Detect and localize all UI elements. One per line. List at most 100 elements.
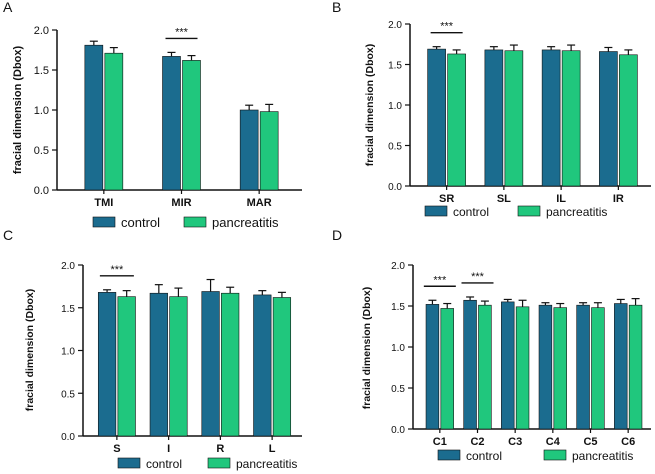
legend-label-control: control bbox=[453, 205, 489, 219]
x-tick-label: SR bbox=[439, 193, 454, 205]
y-tick-label: 0.5 bbox=[391, 384, 405, 395]
y-tick-label: 1.0 bbox=[391, 343, 405, 354]
y-tick-label: 2.0 bbox=[61, 261, 75, 272]
bar-pancreatitis bbox=[591, 307, 605, 430]
legend-label-pancreatitis: pancreatitis bbox=[572, 449, 633, 463]
legend-swatch-pancreatitis bbox=[517, 205, 541, 217]
bar-pancreatitis bbox=[182, 60, 201, 191]
legend-label-pancreatitis: pancreatitis bbox=[546, 205, 607, 219]
bar-control bbox=[427, 48, 446, 187]
legend-label-pancreatitis: pancreatitis bbox=[236, 457, 297, 471]
bar-control bbox=[425, 304, 440, 430]
bar-pancreatitis bbox=[117, 296, 136, 437]
y-tick-label: 0.0 bbox=[34, 185, 49, 197]
bar-control bbox=[84, 44, 104, 191]
bar-pancreatitis bbox=[515, 306, 530, 430]
legend-label-control: control bbox=[146, 457, 182, 471]
y-tick-label: 1.5 bbox=[391, 302, 405, 313]
y-axis-label: fracial dimension (Dbox) bbox=[364, 44, 376, 167]
panel-label: C bbox=[3, 227, 13, 243]
y-tick-label: 2.0 bbox=[391, 261, 405, 272]
y-tick-label: 1.0 bbox=[34, 105, 49, 117]
y-tick-label: 2.0 bbox=[34, 25, 49, 37]
legend-label-control: control bbox=[466, 449, 502, 463]
y-tick-label: 0.5 bbox=[388, 142, 402, 153]
legend-swatch-control bbox=[437, 449, 461, 461]
bar-control bbox=[149, 292, 168, 437]
bar-control bbox=[484, 49, 504, 187]
bar-control bbox=[463, 299, 477, 430]
bar-control bbox=[201, 291, 220, 437]
y-tick-label: 0.5 bbox=[34, 145, 49, 157]
y-tick-label: 0.5 bbox=[61, 389, 75, 400]
significance-label: *** bbox=[110, 264, 124, 276]
x-tick-label: IR bbox=[613, 193, 624, 205]
bar-pancreatitis bbox=[169, 296, 188, 437]
legend-swatch-control bbox=[424, 205, 448, 217]
y-tick-label: 0.0 bbox=[391, 425, 405, 436]
bar-pancreatitis bbox=[553, 307, 567, 430]
bar-control bbox=[614, 303, 628, 430]
bar-control bbox=[253, 294, 272, 437]
y-axis-label: fracial dimension (Dbox) bbox=[12, 45, 24, 174]
significance-label: *** bbox=[471, 271, 485, 283]
x-tick-label: C4 bbox=[546, 436, 561, 448]
panel-label: B bbox=[332, 0, 341, 15]
x-tick-label: SL bbox=[497, 193, 511, 205]
y-tick-label: 0.0 bbox=[61, 432, 75, 443]
bar-pancreatitis bbox=[504, 50, 524, 187]
bar-control bbox=[541, 49, 561, 187]
x-tick-label: C6 bbox=[621, 436, 635, 448]
bar-control bbox=[576, 304, 590, 430]
y-axis-label: fracial dimension (Dbox) bbox=[361, 287, 373, 410]
significance-label: *** bbox=[433, 274, 447, 286]
bar-pancreatitis bbox=[440, 308, 454, 430]
y-tick-label: 1.5 bbox=[61, 304, 75, 315]
bar-pancreatitis bbox=[221, 292, 240, 437]
x-tick-label: IL bbox=[556, 193, 566, 205]
x-tick-label: S bbox=[113, 443, 120, 455]
legend-swatch-pancreatitis bbox=[183, 216, 207, 228]
bar-pancreatitis bbox=[272, 297, 292, 437]
legend-label-pancreatitis: pancreatitis bbox=[212, 215, 279, 230]
bar-control bbox=[97, 292, 117, 437]
x-tick-label: C5 bbox=[583, 436, 597, 448]
x-tick-label: MAR bbox=[247, 197, 272, 209]
bar-pancreatitis bbox=[619, 54, 638, 187]
significance-label: *** bbox=[440, 21, 454, 33]
x-tick-label: R bbox=[216, 443, 224, 455]
x-tick-label: C2 bbox=[470, 436, 484, 448]
x-tick-label: L bbox=[269, 443, 276, 455]
y-tick-label: 1.0 bbox=[61, 347, 75, 358]
legend-swatch-control bbox=[92, 216, 116, 228]
y-tick-label: 2.0 bbox=[388, 20, 402, 31]
legend-swatch-pancreatitis bbox=[543, 449, 567, 461]
y-axis-label: fracial dimension (Dbox) bbox=[24, 289, 36, 412]
x-tick-label: MIR bbox=[171, 197, 191, 209]
y-tick-label: 1.0 bbox=[388, 101, 402, 112]
panel-label: D bbox=[332, 227, 342, 243]
bar-control bbox=[162, 56, 181, 191]
bar-control bbox=[599, 51, 618, 187]
bar-pancreatitis bbox=[447, 53, 466, 187]
bar-pancreatitis bbox=[628, 304, 643, 430]
significance-label: *** bbox=[175, 26, 189, 38]
bar-pancreatitis bbox=[478, 304, 492, 430]
panel-label: A bbox=[3, 0, 13, 15]
legend-swatch-control bbox=[117, 457, 141, 469]
bar-control bbox=[501, 301, 515, 430]
y-tick-label: 1.5 bbox=[34, 65, 49, 77]
x-tick-label: C3 bbox=[508, 436, 522, 448]
bar-control bbox=[239, 109, 259, 191]
x-tick-label: I bbox=[167, 443, 170, 455]
y-tick-label: 1.5 bbox=[388, 61, 402, 72]
x-tick-label: TMI bbox=[94, 197, 113, 209]
y-tick-label: 0.0 bbox=[388, 182, 402, 193]
bar-control bbox=[538, 304, 553, 430]
x-tick-label: C1 bbox=[433, 436, 447, 448]
